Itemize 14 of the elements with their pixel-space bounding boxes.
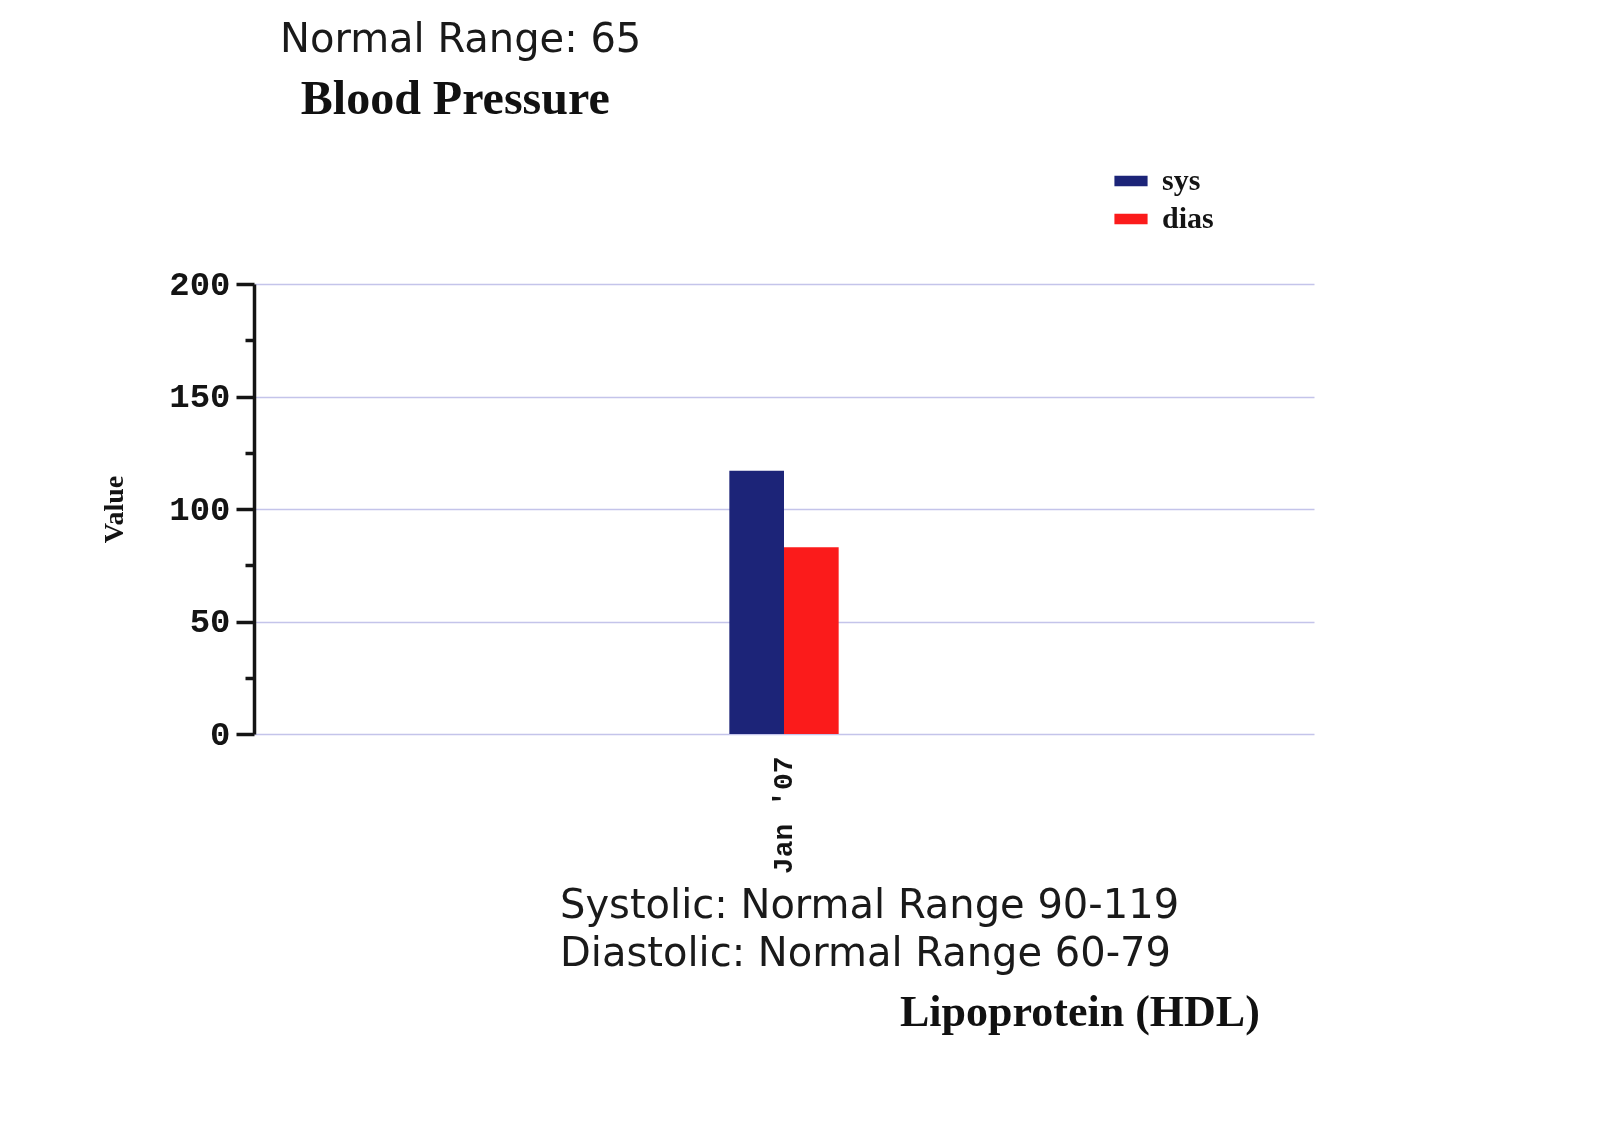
text: Diastolic: Normal Range 60-79 [560,928,1171,976]
legend-label: dias [1162,201,1214,234]
text: Systolic: Normal Range 90-119 [560,880,1180,928]
x-tick-label: Jan '07 [769,756,800,875]
text: Normal Range: 65 [280,14,642,62]
chart-title: Blood Pressure [300,71,610,124]
y-axis-title: Value [98,475,130,544]
y-tick-label: 100 [169,491,231,530]
y-tick-label: 50 [189,604,231,642]
text: Lipoprotein (HDL) [900,986,1260,1038]
legend-label: sys [1162,163,1201,196]
y-tick-label: 150 [169,379,231,417]
y-tick-label: 0 [210,716,231,755]
y-tick-label: 200 [169,266,231,305]
